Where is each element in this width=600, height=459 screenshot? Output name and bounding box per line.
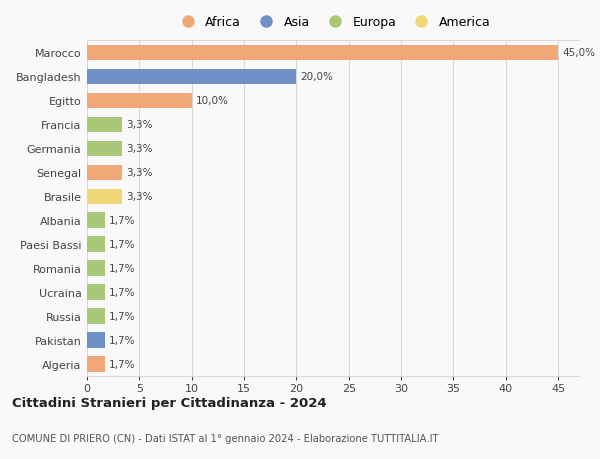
Text: 1,7%: 1,7% <box>109 263 136 274</box>
Bar <box>87 237 105 252</box>
Bar <box>87 165 122 181</box>
Legend: Africa, Asia, Europa, America: Africa, Asia, Europa, America <box>173 14 493 32</box>
Text: COMUNE DI PRIERO (CN) - Dati ISTAT al 1° gennaio 2024 - Elaborazione TUTTITALIA.: COMUNE DI PRIERO (CN) - Dati ISTAT al 1°… <box>12 433 439 442</box>
Text: 3,3%: 3,3% <box>126 168 152 178</box>
Text: 1,7%: 1,7% <box>109 288 136 297</box>
Text: 3,3%: 3,3% <box>126 144 152 154</box>
Bar <box>87 189 122 205</box>
Text: 1,7%: 1,7% <box>109 240 136 250</box>
Text: 1,7%: 1,7% <box>109 359 136 369</box>
Text: 3,3%: 3,3% <box>126 120 152 130</box>
Bar <box>87 333 105 348</box>
Bar <box>87 118 122 133</box>
Bar <box>87 93 191 109</box>
Bar <box>87 213 105 229</box>
Bar <box>87 141 122 157</box>
Text: 10,0%: 10,0% <box>196 96 229 106</box>
Bar <box>87 309 105 325</box>
Bar <box>87 357 105 372</box>
Bar <box>87 261 105 276</box>
Text: 1,7%: 1,7% <box>109 312 136 322</box>
Text: Cittadini Stranieri per Cittadinanza - 2024: Cittadini Stranieri per Cittadinanza - 2… <box>12 396 326 409</box>
Text: 45,0%: 45,0% <box>562 48 595 58</box>
Bar <box>87 285 105 300</box>
Bar <box>87 45 558 61</box>
Text: 20,0%: 20,0% <box>301 72 334 82</box>
Text: 3,3%: 3,3% <box>126 192 152 202</box>
Bar <box>87 69 296 85</box>
Text: 1,7%: 1,7% <box>109 216 136 226</box>
Text: 1,7%: 1,7% <box>109 336 136 346</box>
